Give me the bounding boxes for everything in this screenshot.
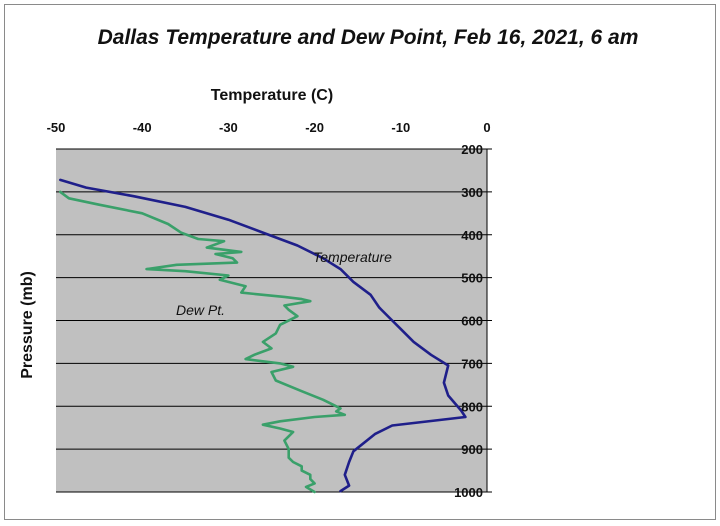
x-tick-label: -20 <box>305 120 324 135</box>
y-tick-label: 200 <box>461 142 483 157</box>
x-tick-label: -40 <box>133 120 152 135</box>
x-tick-labels: -50 -40 -30 -20 -10 0 <box>47 120 491 135</box>
y-tick-label: 400 <box>461 228 483 243</box>
temperature-annotation: Temperature <box>313 249 392 265</box>
x-tick-label: -50 <box>47 120 66 135</box>
temperature-line <box>58 178 467 493</box>
chart-title: Dallas Temperature and Dew Point, Feb 16… <box>97 26 639 49</box>
dewpoint-line <box>58 190 347 494</box>
y-tick-label: 500 <box>461 271 483 286</box>
y-tick-label: 800 <box>461 399 483 414</box>
x-axis-title: Temperature (C) <box>211 87 333 104</box>
dewpoint-annotation: Dew Pt. <box>176 302 225 318</box>
y-tick-label: 700 <box>461 356 483 371</box>
y-tick-label: 600 <box>461 314 483 329</box>
series-layer <box>58 178 467 494</box>
x-tick-label: -30 <box>219 120 238 135</box>
y-tick-label: 900 <box>461 442 483 457</box>
y-tick-label: 1000 <box>454 485 483 500</box>
x-tick-label: -10 <box>391 120 410 135</box>
x-tick-label: 0 <box>483 120 490 135</box>
y-tick-labels: 200 300 400 500 600 700 800 900 1000 <box>454 142 483 500</box>
y-axis-title: Pressure (mb) <box>19 271 36 379</box>
y-tick-label: 300 <box>461 185 483 200</box>
